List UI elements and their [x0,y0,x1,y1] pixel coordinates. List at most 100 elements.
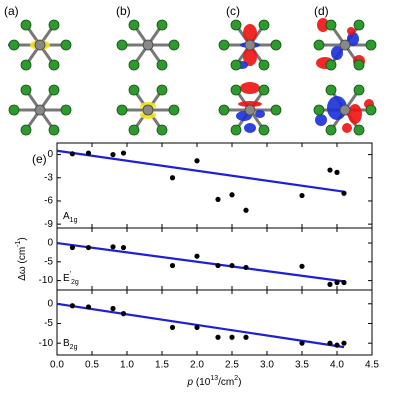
chalcogen-atom [20,124,32,136]
chalcogen-atom [270,104,282,116]
y-label-part: Δω (cm [17,247,28,281]
y-tick-label: 0 [47,149,53,160]
plot-frame [56,142,373,229]
data-point [120,150,127,156]
chalcogen-atom [258,19,270,31]
chalcogen-atom [48,124,60,136]
chalcogen-atom [128,124,140,136]
data-point [169,175,176,181]
x-tick-label: 3.0 [260,360,274,371]
y-tick-label: 0 [47,298,53,309]
chalcogen-atom [60,104,72,116]
metal-atom [142,39,154,51]
label-sub: 2g [70,344,78,351]
chalcogen-atom [365,39,377,51]
data-point [327,340,333,346]
data-point [69,151,75,157]
y-tick-label: -10 [39,338,54,349]
chalcogen-atom [48,59,60,71]
y-tick-label: -3 [44,172,53,183]
chalcogen-atom [325,84,337,96]
chalcogen-atom [353,19,365,31]
metal-atom [339,104,351,116]
data-point [229,334,235,340]
chalcogen-atom [168,104,180,116]
y-tick-label: -9 [44,219,53,230]
y-tick-label: -5 [44,318,53,329]
data-point [299,263,305,269]
label-sup: ' [70,271,71,278]
y-label-part: ) [17,237,28,240]
data-point [69,244,75,251]
data-point [120,244,127,251]
chalcogen-atom [8,39,20,51]
chalcogen-atom [156,124,168,136]
x-tick-label: 2.0 [190,360,204,371]
label-sub: 2g [71,279,79,286]
chalcogen-atom [116,39,128,51]
data-point [85,304,92,310]
chalcogen-atom [353,59,365,71]
chalcogen-atom [230,59,242,71]
panel-label: (e) [32,152,47,166]
data-point [194,324,200,331]
y-axis-label: Δω (cm-1) [15,237,28,281]
x-tick-label: 2.5 [225,360,239,371]
label-main: A [63,211,70,222]
chalcogen-atom [258,59,270,71]
orbital-lobe [348,104,362,124]
series-label: A1g [63,211,78,224]
data-point [334,342,340,348]
chalcogen-atom [313,104,325,116]
data-point [299,340,305,346]
chalcogen-atom [156,59,168,71]
chalcogen-atom [156,84,168,96]
x-tick-label: 0.5 [85,360,99,371]
data-point [215,196,221,203]
chalcogen-atom [218,39,230,51]
y-tick-label: -5 [44,256,53,267]
molecule-panels [8,18,377,136]
data-point [243,334,249,340]
orbital-lobe [347,32,359,46]
chalcogen-atom [48,84,60,96]
metal-atom [142,104,154,116]
data-point [69,303,75,309]
data-point [341,340,347,346]
chalcogen-atom [128,84,140,96]
data-point [243,207,249,213]
x-axis-label: p (1013/cm2) [187,375,242,388]
orbital-lobe [317,18,329,32]
chalcogen-atom [313,39,325,51]
label-main: E [63,273,70,284]
data-point [334,279,340,286]
x-tick-label: 1.5 [155,360,169,371]
x-label-part: p [187,377,194,388]
data-point [243,264,249,271]
fit-line [56,149,345,193]
x-tick-label: 1.0 [120,360,134,371]
metal-atom [244,104,256,116]
data-point [85,244,92,251]
orbital-lobe [243,24,257,42]
metal-atom [244,39,256,51]
data-point [299,192,305,199]
orbital-lobe [342,123,352,133]
x-label-part: (10 [193,377,211,388]
chalcogen-atom [48,19,60,31]
x-tick-label: 4.0 [330,360,344,371]
data-point [169,324,176,331]
data-point [215,334,221,340]
chalcogen-atom [230,84,242,96]
x-label-sup: 2 [234,375,238,382]
orbital-lobe [243,48,257,66]
panel-label: (d) [314,4,329,18]
data-point [341,279,347,286]
data-point [215,262,221,269]
chalcogen-atom [325,59,337,71]
chalcogen-atom [116,104,128,116]
y-tick-label: -10 [39,275,54,286]
metal-atom [34,104,46,116]
data-point [110,305,116,312]
